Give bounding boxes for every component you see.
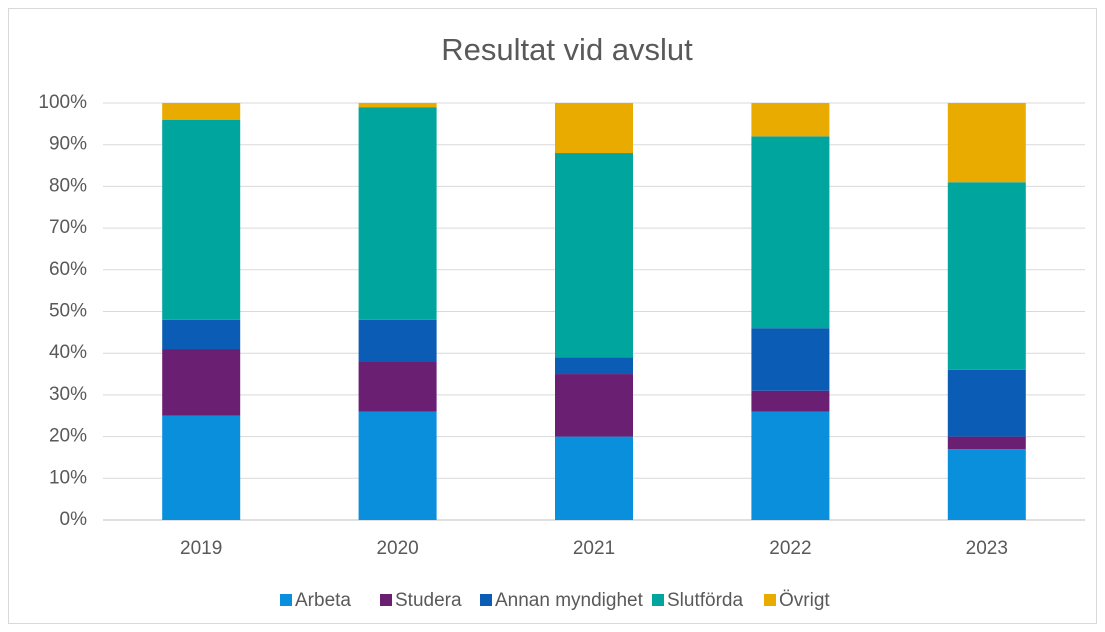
bar-segment <box>555 357 633 375</box>
bar-segment <box>162 103 241 120</box>
legend-swatch <box>380 594 392 606</box>
y-tick-label: 0% <box>60 509 88 530</box>
bar-segment <box>751 328 830 391</box>
legend-label: Övrigt <box>779 590 830 611</box>
legend-label: Slutförda <box>667 590 743 611</box>
bar-segment <box>162 319 241 350</box>
legend-swatch <box>280 594 292 606</box>
legend-label: Annan myndighet <box>495 590 644 611</box>
x-tick-label: 2022 <box>769 538 811 559</box>
y-tick-label: 80% <box>49 175 87 196</box>
y-tick-label: 20% <box>49 426 87 447</box>
x-tick-label: 2019 <box>180 538 222 559</box>
y-tick-label: 10% <box>49 467 87 488</box>
bar-segment <box>555 374 633 437</box>
legend-swatch <box>480 594 492 606</box>
y-tick-label: 60% <box>49 259 87 280</box>
x-tick-label: 2020 <box>376 538 418 559</box>
bar-segment <box>162 349 241 416</box>
bar-segment <box>751 411 830 520</box>
bar-segment <box>751 390 830 412</box>
bar-segment <box>947 103 1026 183</box>
y-tick-label: 90% <box>49 134 87 155</box>
y-tick-label: 40% <box>49 342 87 363</box>
legend-swatch <box>652 594 664 606</box>
bar-segment <box>358 361 437 412</box>
bar-segment <box>358 107 437 320</box>
bar-segment <box>947 449 1026 520</box>
bar-segment <box>358 319 437 362</box>
bar-segment <box>751 103 830 137</box>
y-tick-label: 100% <box>38 92 87 113</box>
bar-segment <box>555 153 633 358</box>
bar-segment <box>555 103 633 154</box>
y-tick-label: 70% <box>49 217 87 238</box>
bar-segment <box>947 182 1026 370</box>
bar-segment <box>162 119 241 320</box>
legend-swatch <box>764 594 776 606</box>
y-tick-label: 30% <box>49 384 87 405</box>
y-tick-label: 50% <box>49 301 87 322</box>
x-tick-label: 2023 <box>966 538 1008 559</box>
bar-segment <box>947 436 1026 450</box>
bar-segment <box>947 369 1026 437</box>
bar-segment <box>751 136 830 329</box>
bar-segment <box>358 411 437 520</box>
legend-label: Arbeta <box>295 590 351 611</box>
bar-segment <box>555 436 633 520</box>
chart-title: Resultat vid avslut <box>441 32 693 67</box>
legend-label: Studera <box>395 590 462 611</box>
bar-segment <box>162 415 241 520</box>
bar-segment <box>358 103 437 108</box>
x-tick-label: 2021 <box>573 538 615 559</box>
